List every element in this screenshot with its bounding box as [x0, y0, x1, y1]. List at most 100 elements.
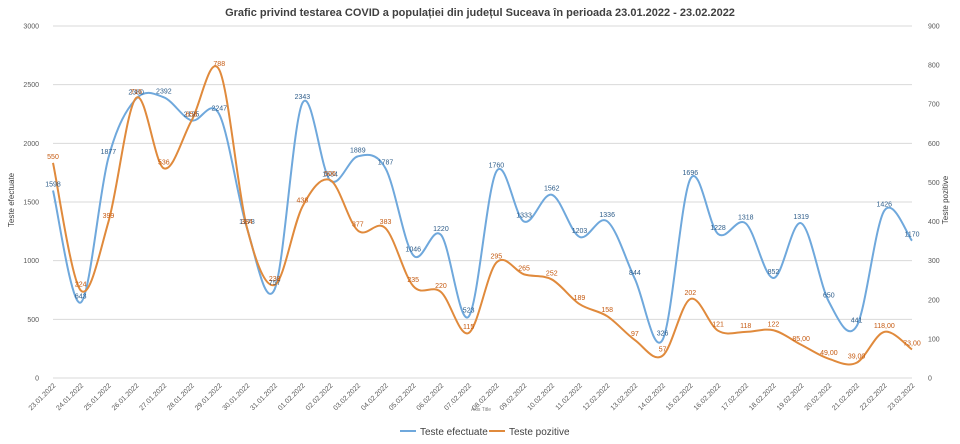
data-label: 1562: [544, 186, 560, 193]
x-tick-label: 27.01.2022: [139, 382, 169, 412]
x-tick-label: 26.01.2022: [111, 382, 141, 412]
data-label: 1220: [433, 226, 449, 233]
data-label: 1318: [738, 214, 754, 221]
data-label: 1336: [599, 212, 615, 219]
data-label: 39,00: [848, 354, 866, 361]
data-label: 383: [380, 219, 392, 226]
y2-tick-label: 900: [928, 24, 940, 31]
x-tick-label: 30.01.2022: [222, 382, 252, 412]
data-label: 122: [768, 321, 780, 328]
data-label: 506: [324, 171, 336, 178]
x-tick-label: 10.02.2022: [526, 382, 556, 412]
y2-tick-label: 100: [928, 336, 940, 343]
y2-tick-label: 200: [928, 297, 940, 304]
data-label: 235: [407, 277, 419, 284]
x-tick-label: 28.01.2022: [166, 382, 196, 412]
data-label: 757: [269, 280, 281, 287]
x-tick-label: 06.02.2022: [416, 382, 446, 412]
x-tick-label: 14.02.2022: [637, 382, 667, 412]
data-label: 852: [768, 269, 780, 276]
data-label: 189: [574, 295, 586, 302]
data-label: 1426: [877, 202, 893, 209]
data-label: 716: [130, 89, 142, 96]
data-label: 1319: [793, 214, 809, 221]
data-label: 788: [213, 61, 225, 68]
data-label: 2380: [128, 90, 144, 97]
data-label: 1046: [405, 246, 421, 253]
x-tick-label: 17.02.2022: [720, 382, 750, 412]
y-axis-left-title: Teste efectuate: [7, 172, 16, 227]
data-label: 121: [712, 322, 724, 329]
data-label: 844: [629, 270, 641, 277]
data-label: 1696: [683, 170, 699, 177]
x-tick-label: 20.02.2022: [804, 382, 834, 412]
data-label: 1889: [350, 147, 366, 154]
data-label: 224: [75, 281, 87, 288]
y-tick-label: 3000: [23, 24, 39, 31]
x-tick-label: 07.02.2022: [443, 382, 473, 412]
x-tick-label: 15.02.2022: [665, 382, 695, 412]
data-label: 399: [103, 213, 115, 220]
x-tick-label: 23.01.2022: [28, 382, 58, 412]
series-line-teste-pozitive: [52, 65, 913, 366]
data-label: 73,00: [903, 340, 921, 347]
x-tick-label: 24.01.2022: [55, 382, 85, 412]
data-label: 643: [75, 294, 87, 301]
x-tick-label: 21.02.2022: [831, 382, 861, 412]
legend-label: Teste efectuate: [420, 427, 488, 438]
data-label: 2195: [184, 111, 200, 118]
x-tick-label: 05.02.2022: [388, 382, 418, 412]
y-tick-label: 1500: [23, 200, 39, 207]
gridlines: [53, 25, 912, 379]
x-tick-label: 03.02.2022: [332, 382, 362, 412]
x-tick-label: 01.02.2022: [277, 382, 307, 412]
y2-tick-label: 800: [928, 63, 940, 70]
data-label: 377: [352, 222, 364, 229]
y-tick-label: 500: [27, 317, 39, 324]
data-label: 1598: [45, 182, 61, 189]
x-tick-label: 11.02.2022: [555, 382, 584, 411]
y2-tick-label: 0: [928, 376, 932, 383]
data-label: 441: [851, 317, 863, 324]
data-label: 1877: [101, 149, 117, 156]
x-tick-label: 02.02.2022: [305, 382, 335, 412]
data-label: 118: [740, 323, 751, 330]
y2-tick-label: 300: [928, 258, 940, 265]
y2-tick-label: 400: [928, 219, 940, 226]
series-line-teste-efectuate: [52, 91, 913, 344]
data-label: 1787: [378, 159, 394, 166]
data-label: 1278: [239, 219, 255, 226]
y-axis-right-ticks: 0 100 200 300 400 500 600 700 800 900: [928, 24, 940, 383]
data-label: 1203: [572, 228, 588, 235]
x-tick-label: 09.02.2022: [499, 382, 529, 412]
data-label: 1760: [489, 162, 505, 169]
y-tick-label: 2500: [23, 82, 39, 89]
y2-tick-label: 500: [928, 180, 940, 187]
data-label: 238: [269, 276, 281, 283]
x-axis-title: Axis Title: [471, 407, 491, 413]
x-tick-label: 18.02.2022: [748, 382, 778, 412]
data-label: 57: [659, 347, 667, 354]
x-tick-label: 16.02.2022: [693, 382, 723, 412]
data-label: 326: [657, 331, 669, 338]
data-label: 536: [158, 159, 170, 166]
legend-label: Teste pozitive: [509, 427, 570, 438]
y-axis-left-ticks: 0 500 1000 1500 2000 2500 3000: [23, 24, 39, 383]
data-label: 220: [435, 283, 447, 290]
data-label: 295: [491, 254, 503, 261]
x-tick-label: 31.01.2022: [249, 382, 279, 412]
data-label: 115: [463, 324, 474, 331]
data-label: 49,00: [820, 350, 838, 357]
data-label: 97: [631, 331, 639, 338]
chart-title: Grafic privind testarea COVID a populați…: [225, 7, 735, 19]
data-label: 523: [463, 308, 475, 315]
data-label: 1684: [322, 171, 338, 178]
data-label: 265: [518, 265, 530, 272]
x-tick-label: 19.02.2022: [776, 382, 806, 412]
data-label: 85,00: [792, 336, 810, 343]
series-lines: [52, 65, 913, 366]
data-label: 158: [601, 307, 613, 314]
data-label: 438: [297, 198, 309, 205]
